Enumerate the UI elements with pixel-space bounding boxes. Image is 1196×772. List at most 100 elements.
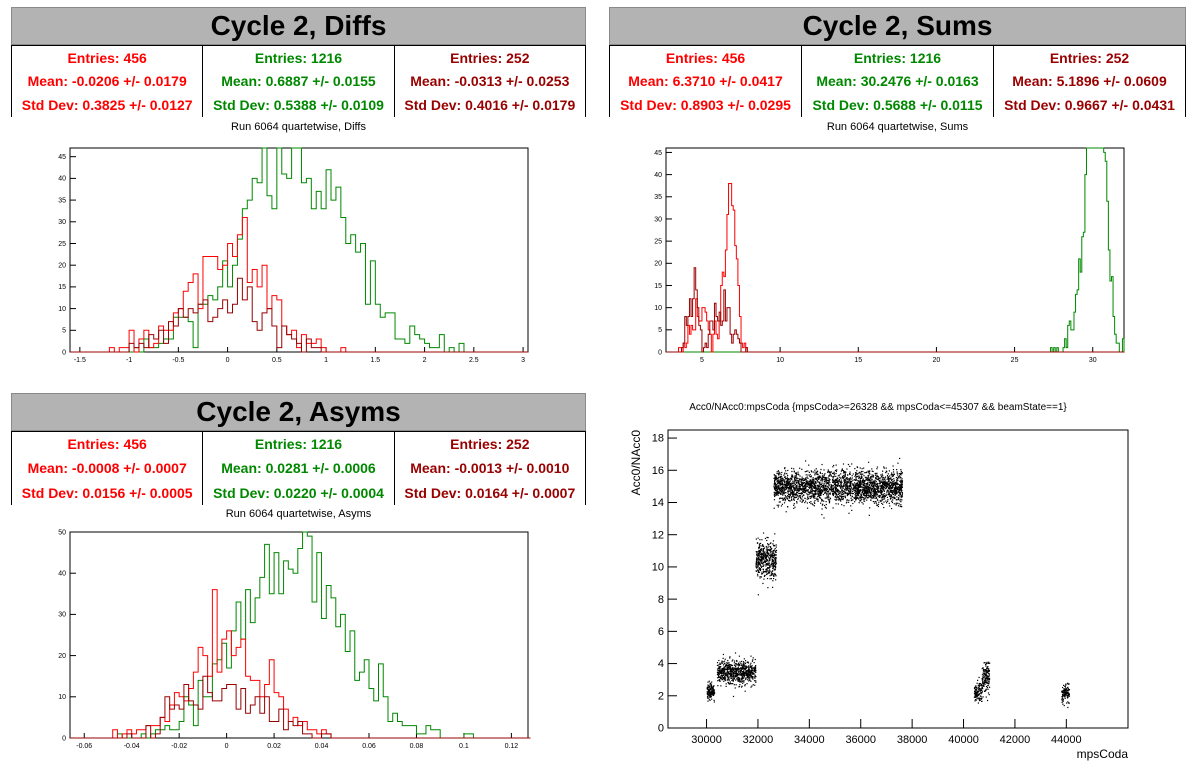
y-tick-label: 30 bbox=[58, 219, 66, 226]
std-text: Std Dev: 0.9667 +/- 0.0431 bbox=[1004, 97, 1175, 114]
y-tick-label: 0 bbox=[62, 349, 66, 356]
x-tick-label: 30 bbox=[1089, 357, 1097, 364]
stats-red: Entries: 456 Mean: -0.0008 +/- 0.0007 St… bbox=[12, 432, 204, 505]
x-axis-label: mpsCoda bbox=[1077, 747, 1129, 761]
y-tick-label: 12 bbox=[652, 529, 664, 541]
stats-green: Entries: 1216 Mean: 0.6887 +/- 0.0155 St… bbox=[203, 46, 395, 117]
asyms-histogram: -0.06 -0.04 -0.02 0 0.02 0.04 0.06 0.08 0.1 0.12 0… bbox=[58, 529, 531, 750]
histogram-series bbox=[70, 216, 528, 353]
diffs-title: Cycle 2, Diffs bbox=[11, 7, 586, 45]
x-tick-label: 44000 bbox=[1051, 734, 1082, 746]
x-tick-label: -1.5 bbox=[74, 357, 86, 364]
scatter-cluster bbox=[773, 457, 904, 519]
stats-red: Entries: 456 Mean: 6.3710 +/- 0.0417 Std… bbox=[610, 46, 802, 117]
stats-green: Entries: 1216 Mean: 0.0281 +/- 0.0006 St… bbox=[203, 432, 395, 505]
histogram-series bbox=[70, 531, 531, 739]
y-tick-label: 50 bbox=[58, 529, 66, 536]
sums-subtitle: Run 6064 quartetwise, Sums bbox=[826, 121, 969, 133]
x-tick-label: 36000 bbox=[845, 734, 876, 746]
stats-darkred: Entries: 252 Mean: -0.0313 +/- 0.0253 St… bbox=[395, 46, 585, 117]
x-tick-label: 0.12 bbox=[505, 743, 519, 750]
y-tick-label: 20 bbox=[654, 261, 662, 268]
mean-text: Mean: 6.3710 +/- 0.0417 bbox=[628, 73, 783, 90]
mean-text: Mean: -0.0206 +/- 0.0179 bbox=[27, 73, 187, 90]
y-tick-label: 4 bbox=[658, 658, 664, 670]
y-tick-label: 10 bbox=[652, 562, 664, 574]
std-text: Std Dev: 0.0220 +/- 0.0004 bbox=[213, 484, 384, 501]
asyms-stats-box: Entries: 456 Mean: -0.0008 +/- 0.0007 St… bbox=[11, 431, 586, 505]
x-tick-label: -0.5 bbox=[172, 357, 184, 364]
sums-stats-box: Entries: 456 Mean: 6.3710 +/- 0.0417 Std… bbox=[609, 45, 1186, 117]
scatter-cluster bbox=[1061, 682, 1071, 709]
entries-text: Entries: 1216 bbox=[254, 436, 343, 453]
x-tick-label: 2.5 bbox=[469, 357, 479, 364]
std-text: Std Dev: 0.0156 +/- 0.0005 bbox=[21, 484, 193, 501]
std-text: Std Dev: 0.3825 +/- 0.0127 bbox=[21, 97, 193, 114]
y-tick-label: 16 bbox=[652, 465, 664, 477]
x-tick-label: 30000 bbox=[691, 734, 722, 746]
x-tick-label: 3 bbox=[521, 357, 525, 364]
x-tick-label: 20 bbox=[933, 357, 941, 364]
stats-red: Entries: 456 Mean: -0.0206 +/- 0.0179 St… bbox=[12, 46, 204, 117]
asyms-title: Cycle 2, Asyms bbox=[11, 393, 586, 431]
x-tick-label: -1 bbox=[126, 357, 132, 364]
entries-text: Entries: 1216 bbox=[853, 49, 942, 66]
scatter-cluster bbox=[981, 661, 991, 702]
y-tick-label: 25 bbox=[58, 241, 66, 248]
y-tick-label: 45 bbox=[654, 150, 662, 157]
diffs-stats-box: Entries: 456 Mean: -0.0206 +/- 0.0179 St… bbox=[11, 45, 586, 117]
scatter-cluster bbox=[755, 532, 778, 596]
histogram-series bbox=[70, 589, 531, 739]
std-text: Std Dev: 0.4016 +/- 0.0179 bbox=[404, 97, 576, 114]
y-tick-label: 10 bbox=[58, 694, 66, 701]
x-tick-label: 32000 bbox=[743, 734, 774, 746]
y-tick-label: 0 bbox=[658, 723, 664, 735]
x-tick-label: 34000 bbox=[794, 734, 825, 746]
entries-text: Entries: 456 bbox=[67, 436, 147, 453]
y-tick-label: 5 bbox=[658, 327, 662, 334]
asyms-subtitle: Run 6064 quartetwise, Asyms bbox=[225, 508, 372, 520]
x-tick-label: 40000 bbox=[948, 734, 979, 746]
mean-text: Mean: 5.1896 +/- 0.0609 bbox=[1012, 73, 1167, 90]
stats-darkred: Entries: 252 Mean: 5.1896 +/- 0.0609 Std… bbox=[994, 46, 1185, 117]
mean-text: Mean: 0.6887 +/- 0.0155 bbox=[221, 73, 376, 90]
histogram-series bbox=[70, 147, 528, 353]
x-tick-label: 1 bbox=[324, 357, 328, 364]
diffs-subtitle: Run 6064 quartetwise, Diffs bbox=[231, 121, 366, 133]
x-tick-label: 0.02 bbox=[267, 743, 281, 750]
x-tick-label: 1.5 bbox=[370, 357, 380, 364]
entries-text: Entries: 252 bbox=[450, 49, 530, 66]
y-tick-label: 14 bbox=[652, 497, 664, 509]
std-text: Std Dev: 0.5388 +/- 0.0109 bbox=[213, 97, 384, 114]
entries-text: Entries: 252 bbox=[450, 436, 530, 453]
mean-text: Mean: -0.0313 +/- 0.0253 bbox=[410, 73, 570, 90]
y-tick-label: 15 bbox=[58, 284, 66, 291]
y-tick-label: 10 bbox=[58, 306, 66, 313]
x-tick-label: 25 bbox=[1011, 357, 1019, 364]
x-tick-label: 10 bbox=[776, 357, 784, 364]
y-tick-label: 30 bbox=[58, 612, 66, 619]
y-tick-label: 0 bbox=[658, 349, 662, 356]
y-tick-label: 40 bbox=[58, 176, 66, 183]
plot-frame bbox=[69, 147, 529, 353]
histogram-series bbox=[666, 267, 1124, 353]
scatter-title: Acc0/NAcc0:mpsCoda {mpsCoda>=26328 && mp… bbox=[689, 402, 1067, 413]
sums-title: Cycle 2, Sums bbox=[609, 7, 1186, 45]
x-tick-label: 0.06 bbox=[362, 743, 376, 750]
x-tick-label: 0 bbox=[225, 743, 229, 750]
x-tick-label: -0.02 bbox=[171, 743, 187, 750]
stats-darkred: Entries: 252 Mean: -0.0013 +/- 0.0010 St… bbox=[395, 432, 585, 505]
y-tick-label: 20 bbox=[58, 653, 66, 660]
histogram-series bbox=[666, 147, 1125, 353]
x-tick-label: 15 bbox=[854, 357, 862, 364]
y-tick-label: 35 bbox=[58, 197, 66, 204]
y-tick-label: 35 bbox=[654, 194, 662, 201]
scatter-cluster bbox=[973, 676, 983, 704]
acc0-scatter-plot: 30000 32000 34000 36000 38000 40000 42000 44000… bbox=[629, 402, 1129, 761]
y-tick-label: 30 bbox=[654, 216, 662, 223]
x-tick-label: 2 bbox=[423, 357, 427, 364]
y-tick-label: 6 bbox=[658, 626, 664, 638]
x-tick-label: 5 bbox=[700, 357, 704, 364]
plot-frame bbox=[667, 429, 1129, 729]
std-text: Std Dev: 0.5688 +/- 0.0115 bbox=[812, 97, 983, 114]
